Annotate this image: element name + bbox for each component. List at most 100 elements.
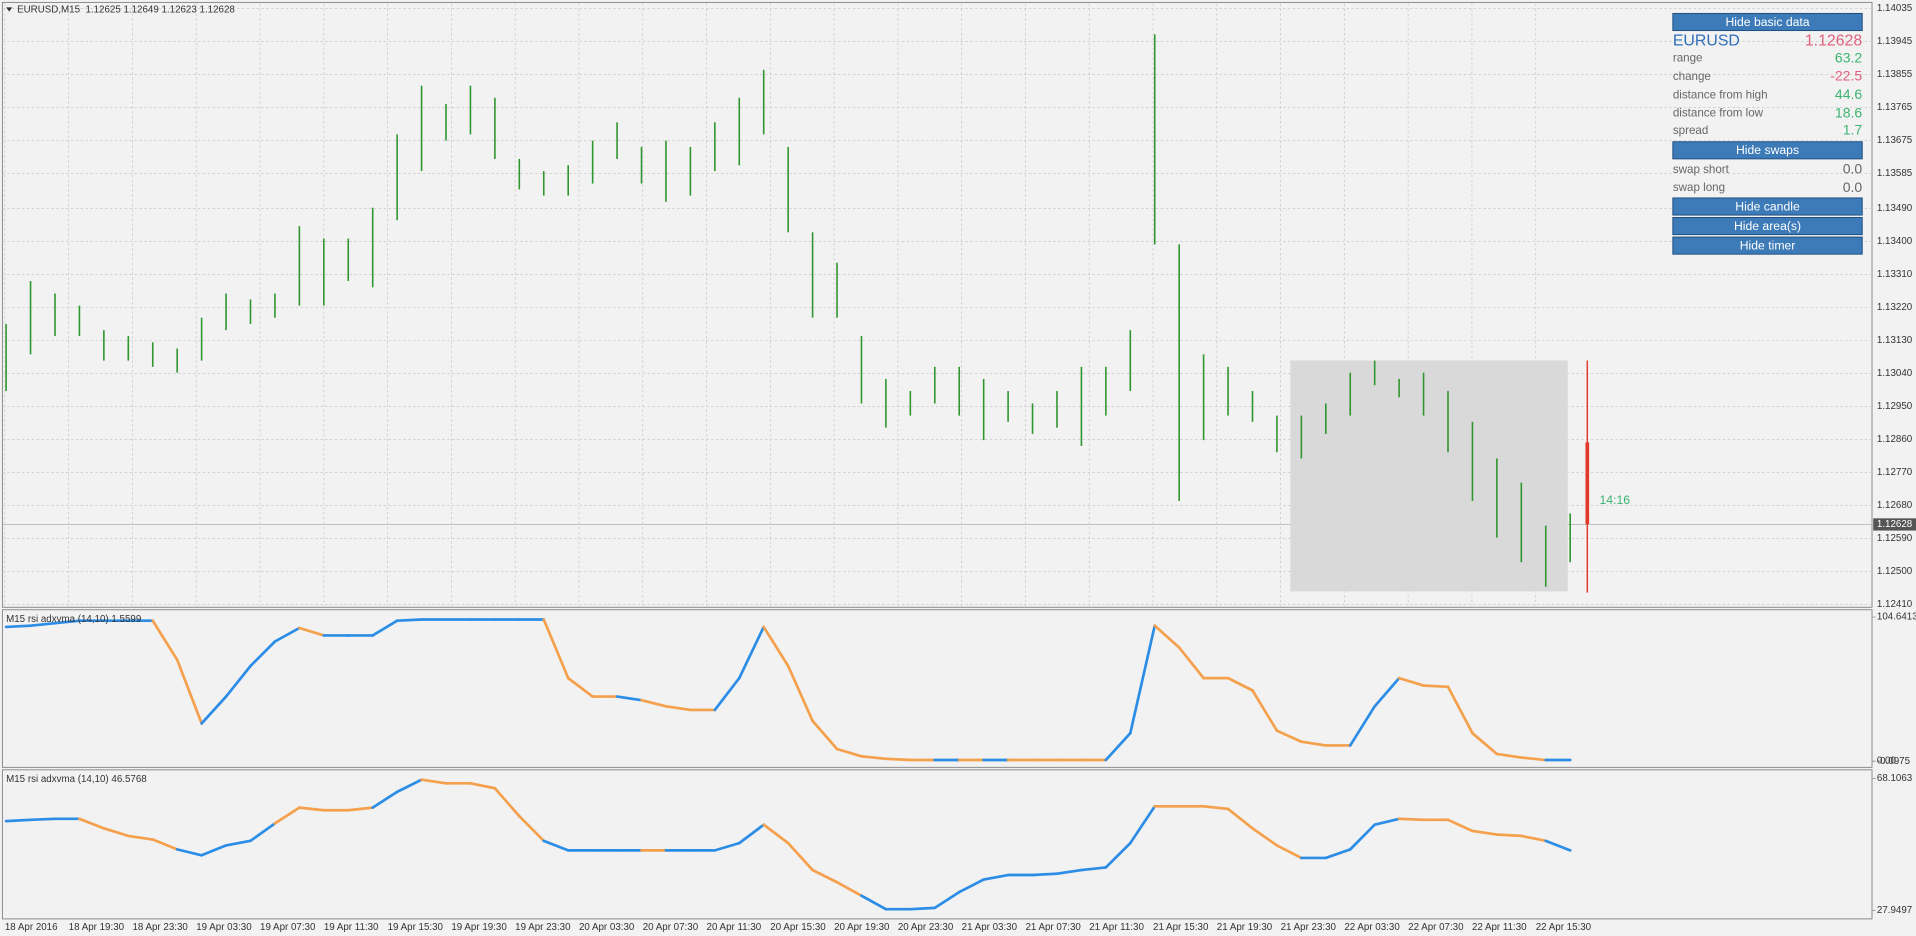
indicator-segment [835,747,863,758]
stat-value: -22.5 [1830,68,1862,84]
x-tick-label: 19 Apr 03:30 [196,922,252,933]
indicator-segment [1031,872,1059,877]
stat-value: 1.7 [1843,121,1863,137]
y-tick-label: 1.12860 [1877,434,1913,445]
y-tick-label: 1.13220 [1877,302,1913,313]
indicator-segment [200,695,228,725]
indicator-segment [1104,731,1132,762]
stat-label: range [1673,52,1703,65]
indicator-segment [53,619,81,625]
indicator-segment [420,778,448,785]
stat-value: 63.2 [1835,49,1863,65]
indicator-segment [151,619,179,662]
x-tick-label: 22 Apr 07:30 [1408,922,1464,933]
indicator-segment [175,658,203,725]
indicator-segment [1275,844,1303,860]
stat-label: spread [1673,124,1708,137]
indicator-segment [762,823,790,845]
indicator-segment [982,873,1010,881]
x-tick-label: 20 Apr 03:30 [579,922,635,933]
x-tick-label: 21 Apr 07:30 [1025,922,1081,933]
y-tick-label: -0.0975 [1877,756,1911,767]
indicator-segment [29,817,57,822]
button-label[interactable]: Hide basic data [1725,15,1809,29]
indicator-segment [1348,704,1377,747]
x-tick-label: 19 Apr 15:30 [388,922,444,933]
y-tick-label: 1.13585 [1877,168,1913,179]
x-tick-label: 20 Apr 15:30 [770,922,826,933]
y-tick-label: 0.00 [1877,756,1897,767]
button-label[interactable]: Hide area(s) [1734,219,1801,233]
last-price-label: 1.12628 [1877,519,1912,530]
indicator-segment [175,848,203,857]
x-tick-label: 21 Apr 03:30 [962,922,1018,933]
indicator-segment [517,814,546,843]
y-tick-label: 1.13675 [1877,135,1913,146]
y-tick-label: 1.13945 [1877,36,1913,47]
swap-label: swap long [1673,181,1725,194]
indicator-segment [371,619,399,637]
indicator-segment [224,664,252,698]
indicator-segment [1495,752,1523,759]
indicator-segment [273,806,301,825]
button-label[interactable]: Hide swaps [1736,143,1799,157]
indicator-segment [1397,676,1425,687]
button[interactable]: Hide candle [1672,197,1863,216]
indicator-segment [713,841,741,852]
indicator-segment [909,906,937,911]
indicator-segment [1324,848,1352,860]
x-tick-label: 18 Apr 23:30 [132,922,188,933]
chart-title: EURUSD,M15 1.12625 1.12649 1.12623 1.126… [17,4,235,15]
y-tick-label: 1.12680 [1877,500,1913,511]
button-label[interactable]: Hide candle [1735,199,1800,213]
indicator-segment [126,834,155,841]
x-tick-label: 21 Apr 23:30 [1281,922,1337,933]
indicator-segment [542,618,570,680]
button[interactable]: Hide swaps [1672,141,1863,160]
button[interactable]: Hide timer [1672,236,1863,255]
indicator-segment [4,818,32,823]
button[interactable]: Hide basic data [1672,12,1863,32]
stat-label: distance from low [1673,107,1764,120]
x-tick-label: 21 Apr 19:30 [1217,922,1273,933]
indicator-segment [395,618,423,623]
indicator-segment [29,621,57,628]
indicator-segment [1300,740,1328,747]
y-tick-label: 1.12500 [1877,566,1913,577]
indicator-segment [1397,817,1425,822]
x-tick-label: 20 Apr 19:30 [834,922,890,933]
indicator-segment [1544,839,1572,852]
indicator-segment [151,838,179,851]
y-tick-label: 1.13310 [1877,269,1913,280]
y-tick-label: 1.13040 [1877,368,1913,379]
y-tick-label: 1.13400 [1877,236,1913,247]
stat-label: distance from high [1673,88,1768,101]
timer: 14:16 [1600,493,1631,507]
indicator-segment [737,625,766,680]
y-tick-label: 1.12950 [1877,401,1913,412]
x-tick-label: 19 Apr 19:30 [451,922,507,933]
indicator-segment [4,624,32,629]
marks [4,34,1572,911]
indicator-segment [346,806,375,812]
x-tick-label: 18 Apr 19:30 [69,922,125,933]
swap-value: 0.0 [1843,179,1863,195]
indicator-segment [933,890,961,910]
menu-arrow[interactable] [6,7,13,12]
swap-label: swap short [1673,163,1730,176]
button-label[interactable]: Hide timer [1740,238,1796,252]
y-tick-label: 1.13855 [1877,69,1913,80]
last-price-tag [1873,518,1916,531]
indicator-segment [273,626,301,643]
stat-label: change [1673,70,1711,83]
indicator-segment [1104,841,1132,869]
y-tick-label: 27.9497 [1877,905,1912,916]
y-tick-label: 1.13130 [1877,335,1913,346]
indicator-segment [1348,823,1377,851]
indicator-segment [957,878,986,894]
x-tick-label: 22 Apr 15:30 [1536,922,1592,933]
indicator-segment [835,880,863,898]
indicator-segment [1275,729,1303,744]
y-tick-label: 1.12590 [1877,533,1913,544]
button[interactable]: Hide area(s) [1672,217,1863,236]
